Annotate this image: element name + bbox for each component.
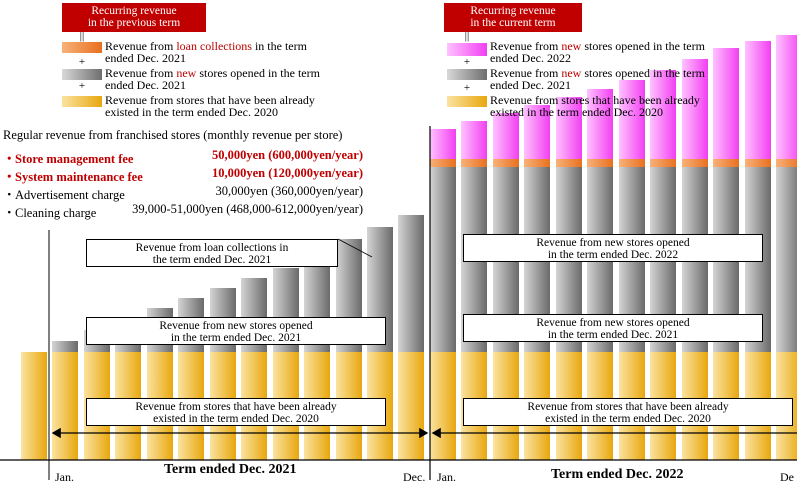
legend-left-new2021-swatch	[62, 69, 102, 80]
bar-new_2022-20	[650, 70, 676, 159]
annotation-new-2021-left: Revenue from new stores opened in the te…	[86, 317, 386, 345]
legend-left-loan-label: Revenue from loan collections in the ter…	[105, 39, 307, 65]
loan-leader-line	[337, 238, 373, 258]
bar-loan-15	[493, 159, 519, 167]
legend-right-new2022-label: Revenue from new stores opened in the te…	[490, 39, 705, 65]
header-current-term: Recurring revenue in the current term	[444, 3, 582, 32]
bar-new_2022-19	[619, 80, 645, 159]
bar-new_2022-13	[430, 129, 456, 159]
bar-loan-20	[650, 159, 676, 167]
legend-right-plus-2: +	[463, 82, 471, 94]
annotation-new-2021-right: Revenue from new stores opened in the te…	[463, 314, 763, 342]
annotation-existing-left: Revenue from stores that have been alrea…	[86, 398, 386, 426]
bar-new_2022-15	[493, 113, 519, 159]
legend-left-new2021-label: Revenue from new stores opened in the te…	[105, 66, 320, 92]
fee-row-advertisement: ・Advertisement charge 30,000yen (360,000y…	[3, 184, 363, 202]
legend-right-new2021-swatch	[447, 69, 487, 80]
bar-existing-12	[398, 352, 424, 460]
axis-label-jan-2021: Jan.	[55, 470, 74, 484]
bar-new_2022-18	[587, 89, 613, 159]
bar-loan-18	[587, 159, 613, 167]
header-previous-term: Recurring revenue in the previous term	[62, 3, 206, 32]
bar-existing-0	[21, 352, 47, 460]
annotation-loan-2021: Revenue from loan collections in the ter…	[86, 239, 338, 267]
bar-new_2022-22	[713, 48, 739, 159]
axis-label-dec-2022: De	[780, 470, 794, 484]
annotation-existing-right: Revenue from stores that have been alrea…	[463, 398, 793, 426]
bar-new_2022-23	[745, 41, 771, 159]
legend-right-existing-swatch	[447, 96, 487, 107]
bar-loan-24	[776, 159, 797, 167]
legend-right-new2022-swatch	[447, 43, 487, 56]
bar-loan-22	[713, 159, 739, 167]
legend-left-equals: ||	[79, 30, 85, 42]
bar-new_2021-12	[398, 215, 424, 352]
legend-left-existing-label: Revenue from stores that have been alrea…	[105, 93, 315, 119]
legend-left-plus-1: +	[78, 56, 86, 68]
term-label-2022: Term ended Dec. 2022	[551, 467, 684, 482]
bar-new_2022-16	[524, 105, 550, 159]
bar-loan-16	[524, 159, 550, 167]
bar-new_2022-24	[776, 35, 797, 159]
term-label-2021: Term ended Dec. 2021	[164, 462, 297, 477]
legend-right-existing-label: Revenue from stores that have been alrea…	[490, 93, 700, 119]
legend-right-equals: ||	[464, 30, 470, 42]
bar-existing-13	[430, 352, 456, 460]
legend-left-loan-swatch	[62, 42, 102, 53]
legend-left-existing-swatch	[62, 96, 102, 107]
fee-row-store-management: ・Store management fee 50,000yen (600,000y…	[3, 148, 363, 166]
axis-label-jan-2022: Jan.	[437, 470, 456, 484]
bar-loan-14	[461, 159, 487, 167]
bar-loan-17	[556, 159, 582, 167]
bar-loan-19	[619, 159, 645, 167]
bar-existing-1	[52, 352, 78, 460]
bar-loan-23	[745, 159, 771, 167]
bar-new_2022-17	[556, 97, 582, 159]
bar-loan-13	[430, 159, 456, 167]
fee-table-title: Regular revenue from franchised stores (…	[3, 128, 343, 142]
fee-row-system-maintenance: ・System maintenance fee 10,000yen (120,00…	[3, 166, 363, 184]
bar-new_2022-14	[461, 121, 487, 159]
bar-new_2021-24	[776, 167, 797, 352]
bar-new_2022-21	[682, 59, 708, 159]
legend-right-new2021-label: Revenue from new stores opened in the te…	[490, 66, 705, 92]
legend-right-plus-1: +	[463, 56, 471, 68]
axis-label-dec-2021: Dec.	[403, 470, 426, 484]
bar-new_2021-13	[430, 167, 456, 352]
annotation-new-2022: Revenue from new stores opened in the te…	[463, 234, 763, 262]
bar-new_2021-1	[52, 341, 78, 352]
legend-left-plus-2: +	[78, 80, 86, 92]
fee-row-cleaning: ・Cleaning charge 39,000-51,000yen (468,00…	[3, 202, 363, 220]
bar-loan-21	[682, 159, 708, 167]
